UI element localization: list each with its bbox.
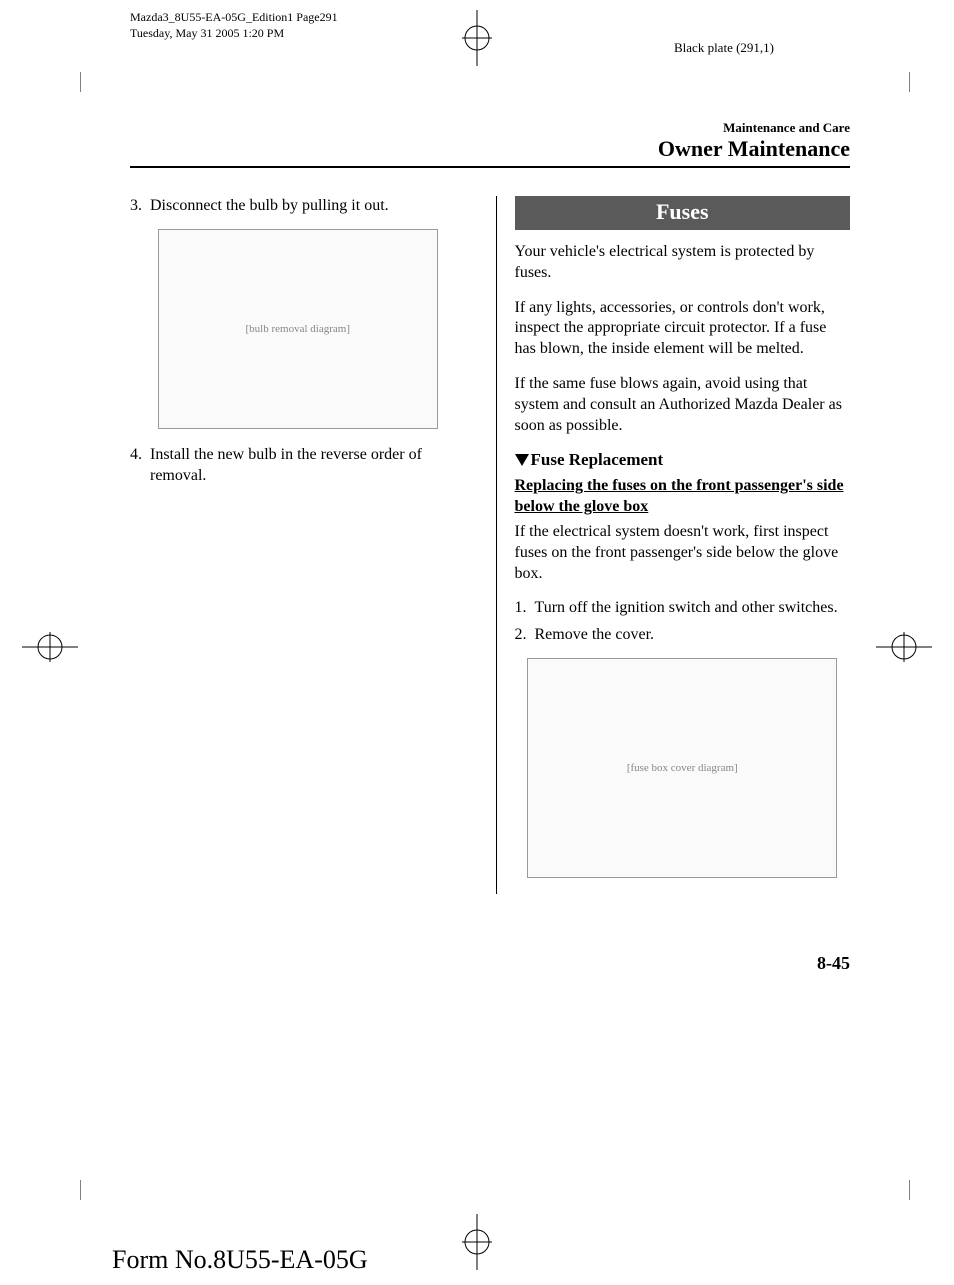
right-column: Fuses Your vehicle's electrical system i… bbox=[496, 196, 851, 894]
page-content: Maintenance and Care Owner Maintenance 3… bbox=[130, 120, 850, 894]
step-3: 3. Disconnect the bulb by pulling it out… bbox=[130, 196, 466, 217]
reg-mark-bottom-icon bbox=[462, 1214, 492, 1275]
reg-mark-right-icon bbox=[876, 632, 932, 667]
reg-mark-top-icon bbox=[462, 10, 492, 71]
doc-id-line2: Tuesday, May 31 2005 1:20 PM bbox=[130, 26, 338, 42]
subheading-text: Fuse Replacement bbox=[531, 450, 664, 469]
step-num: 1. bbox=[515, 598, 535, 619]
form-number: Form No.8U55-EA-05G bbox=[112, 1245, 368, 1275]
page-number: 8-45 bbox=[817, 953, 850, 974]
plate-info: Black plate (291,1) bbox=[674, 40, 774, 56]
step-num: 4. bbox=[130, 445, 150, 487]
step-num: 3. bbox=[130, 196, 150, 217]
bulb-diagram-figure: [bulb removal diagram] bbox=[158, 229, 438, 429]
step-4: 4. Install the new bulb in the reverse o… bbox=[130, 445, 466, 487]
figure-label: [bulb removal diagram] bbox=[246, 323, 350, 335]
fuse-cover-diagram-figure: [fuse box cover diagram] bbox=[527, 658, 837, 878]
crop-mark-tl-icon bbox=[80, 72, 100, 97]
reg-mark-left-icon bbox=[22, 632, 78, 667]
print-meta: Mazda3_8U55-EA-05G_Edition1 Page291 Tues… bbox=[130, 10, 338, 41]
step-text: Turn off the ignition switch and other s… bbox=[535, 598, 838, 619]
two-column-layout: 3. Disconnect the bulb by pulling it out… bbox=[130, 196, 850, 894]
fuses-p1: Your vehicle's electrical system is prot… bbox=[515, 242, 851, 284]
triangle-down-icon bbox=[515, 454, 529, 466]
step-text: Install the new bulb in the reverse orde… bbox=[150, 445, 466, 487]
crop-mark-bl-icon bbox=[80, 1180, 100, 1205]
fuses-p3: If the same fuse blows again, avoid usin… bbox=[515, 374, 851, 436]
step-num: 2. bbox=[515, 625, 535, 646]
fuse-step-1: 1. Turn off the ignition switch and othe… bbox=[515, 598, 851, 619]
step-text: Disconnect the bulb by pulling it out. bbox=[150, 196, 389, 217]
page-header: Maintenance and Care Owner Maintenance bbox=[130, 120, 850, 168]
replacing-fuses-subheading: Replacing the fuses on the front passeng… bbox=[515, 476, 851, 518]
crop-mark-tr-icon bbox=[890, 72, 910, 97]
step-text: Remove the cover. bbox=[535, 625, 655, 646]
left-column: 3. Disconnect the bulb by pulling it out… bbox=[130, 196, 478, 894]
crop-mark-br-icon bbox=[890, 1180, 910, 1205]
fuse-replacement-heading: Fuse Replacement bbox=[515, 450, 851, 470]
figure-label: [fuse box cover diagram] bbox=[627, 762, 738, 774]
fuses-p4: If the electrical system doesn't work, f… bbox=[515, 522, 851, 584]
fuses-banner: Fuses bbox=[515, 196, 851, 230]
fuse-step-2: 2. Remove the cover. bbox=[515, 625, 851, 646]
header-category: Maintenance and Care bbox=[130, 120, 850, 136]
doc-id-line1: Mazda3_8U55-EA-05G_Edition1 Page291 bbox=[130, 10, 338, 26]
fuses-p2: If any lights, accessories, or controls … bbox=[515, 298, 851, 360]
header-title: Owner Maintenance bbox=[130, 136, 850, 162]
